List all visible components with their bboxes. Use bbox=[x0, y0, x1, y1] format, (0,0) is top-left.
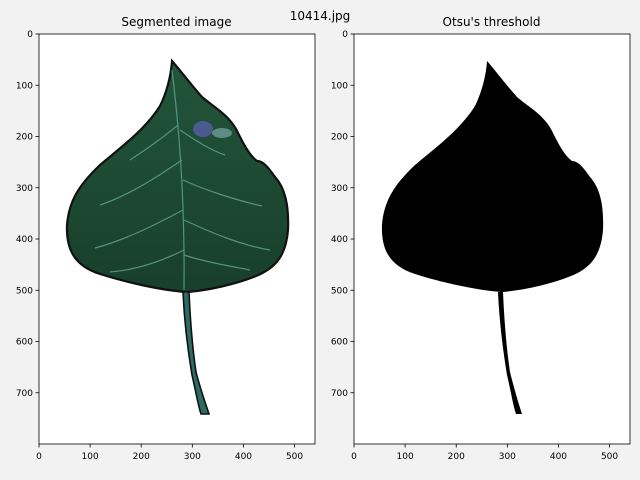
y-tick-label: 200 bbox=[331, 133, 348, 143]
y-tick-label: 400 bbox=[331, 235, 348, 245]
x-tick-label: 300 bbox=[184, 452, 201, 462]
y-tick-label: 600 bbox=[16, 338, 33, 348]
y-tick-label: 100 bbox=[16, 81, 33, 91]
y-tick-label: 300 bbox=[16, 184, 33, 194]
x-tick-label: 400 bbox=[550, 452, 567, 462]
leaf-spot-edge bbox=[212, 128, 232, 138]
panel-segmented-image: Segmented image 0 100 200 300 400 500 0 100 200… bbox=[16, 15, 316, 462]
y-axis-ticks-otsu: 0 100 200 300 400 500 600 700 bbox=[331, 30, 354, 399]
x-tick-label: 0 bbox=[36, 452, 42, 462]
panel-otsu-threshold: Otsu's threshold 0 100 200 300 400 500 0 100 20… bbox=[331, 15, 631, 462]
panel-title-otsu: Otsu's threshold bbox=[443, 15, 541, 29]
y-tick-label: 400 bbox=[16, 235, 33, 245]
x-tick-label: 300 bbox=[499, 452, 516, 462]
leaf-veins bbox=[94, 69, 271, 291]
y-tick-label: 700 bbox=[16, 389, 33, 399]
x-tick-label: 100 bbox=[82, 452, 99, 462]
y-axis-ticks-segmented: 0 100 200 300 400 500 600 700 bbox=[16, 30, 39, 399]
y-tick-label: 0 bbox=[342, 30, 348, 40]
y-tick-label: 0 bbox=[27, 30, 33, 40]
x-axis-ticks-otsu: 0 100 200 300 400 500 bbox=[351, 444, 618, 462]
x-tick-label: 500 bbox=[601, 452, 618, 462]
y-tick-label: 500 bbox=[331, 286, 348, 296]
panel-title-segmented: Segmented image bbox=[121, 15, 231, 29]
x-tick-label: 200 bbox=[448, 452, 465, 462]
x-tick-label: 0 bbox=[351, 452, 357, 462]
x-tick-label: 400 bbox=[235, 452, 252, 462]
mask-petiole bbox=[498, 292, 522, 414]
leaf-spot bbox=[193, 121, 213, 137]
y-tick-label: 200 bbox=[16, 133, 33, 143]
y-tick-label: 100 bbox=[331, 81, 348, 91]
mask-blade bbox=[381, 61, 604, 292]
x-tick-label: 500 bbox=[286, 452, 303, 462]
x-tick-label: 100 bbox=[397, 452, 414, 462]
y-tick-label: 700 bbox=[331, 389, 348, 399]
segmented-leaf-image bbox=[65, 58, 290, 415]
x-axis-ticks-segmented: 0 100 200 300 400 500 bbox=[36, 444, 303, 462]
y-tick-label: 500 bbox=[16, 286, 33, 296]
binary-mask-image bbox=[381, 61, 604, 414]
leaf-blade-segmented bbox=[65, 58, 290, 294]
x-tick-label: 200 bbox=[133, 452, 150, 462]
figure-suptitle: 10414.jpg bbox=[290, 9, 351, 23]
y-tick-label: 600 bbox=[331, 338, 348, 348]
y-tick-label: 300 bbox=[331, 184, 348, 194]
leaf-petiole-segmented bbox=[182, 291, 211, 415]
